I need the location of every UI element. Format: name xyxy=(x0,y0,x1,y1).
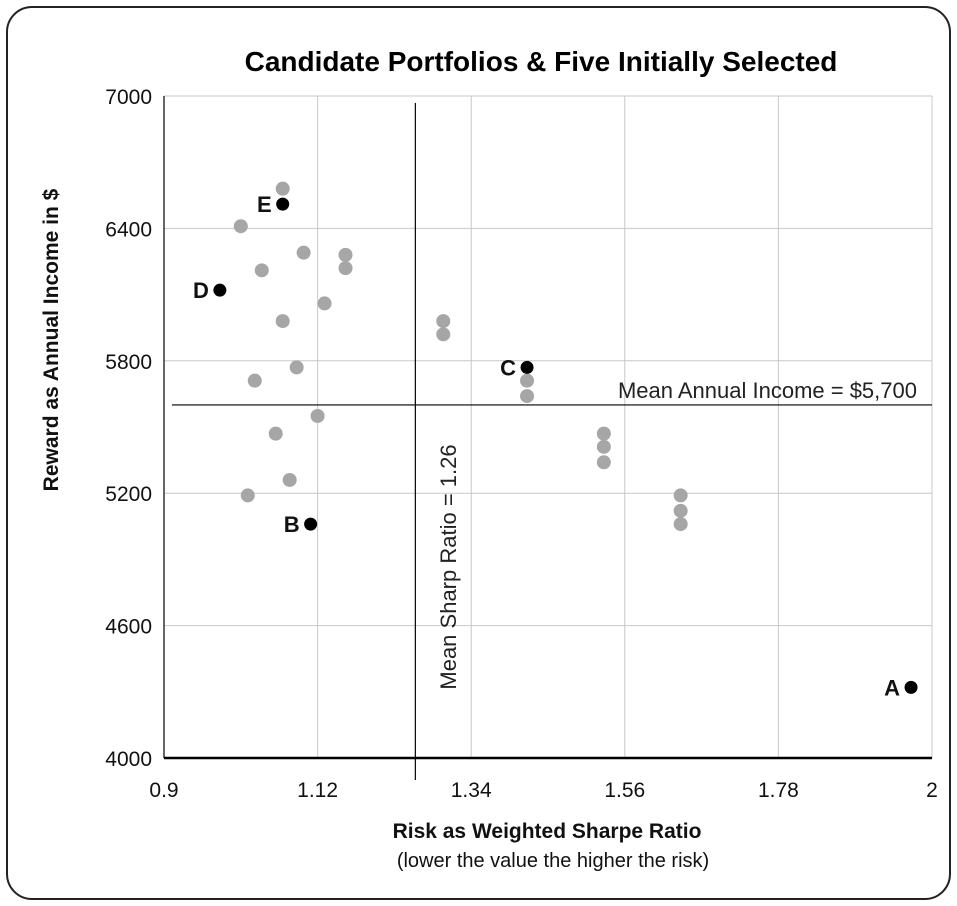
x-axis-subtitle: (lower the value the higher the risk) xyxy=(397,850,709,872)
candidate-point xyxy=(338,261,353,276)
portfolio-label-d: D xyxy=(193,278,209,303)
candidate-point xyxy=(338,247,353,262)
axes xyxy=(163,96,932,760)
candidate-point xyxy=(673,488,688,503)
candidate-point xyxy=(240,488,255,503)
candidate-point xyxy=(436,327,451,342)
candidate-point xyxy=(436,314,451,329)
candidate-point xyxy=(596,455,611,470)
portfolio-point-e xyxy=(276,197,290,211)
mean-income-label: Mean Annual Income = $5,700 xyxy=(618,378,917,403)
x-tick-label: 1.12 xyxy=(297,779,338,802)
candidate-point xyxy=(296,245,311,260)
portfolio-label-e: E xyxy=(257,192,272,217)
candidate-point xyxy=(317,296,332,311)
candidate-point xyxy=(673,517,688,532)
y-axis-title: Reward as Annual Income in $ xyxy=(40,188,63,491)
x-tick-label: 0.9 xyxy=(149,779,178,802)
y-tick-label: 4000 xyxy=(105,748,152,771)
portfolio-label-c: C xyxy=(500,355,516,380)
portfolio-label-a: A xyxy=(884,675,900,700)
portfolio-point-b xyxy=(304,517,318,531)
candidate-point xyxy=(247,373,262,388)
data-points: E D C B A xyxy=(193,181,918,700)
y-tick-label: 6400 xyxy=(105,218,152,241)
candidate-point xyxy=(233,219,248,234)
candidate-point xyxy=(520,389,535,404)
candidate-point xyxy=(596,426,611,441)
y-tick-label: 5200 xyxy=(105,483,152,506)
reference-lines: Mean Sharp Ratio = 1.26 Mean Annual Incom… xyxy=(172,103,932,780)
candidate-point xyxy=(275,181,290,196)
portfolio-point-c xyxy=(520,360,534,374)
y-tick-label: 5800 xyxy=(105,351,152,374)
x-tick-label: 1.78 xyxy=(758,779,799,802)
candidate-point xyxy=(254,263,269,278)
candidate-point xyxy=(275,314,290,329)
candidate-point xyxy=(596,439,611,454)
x-tick-label: 2 xyxy=(926,779,938,802)
mean-sharpe-label: Mean Sharp Ratio = 1.26 xyxy=(436,444,461,689)
portfolio-point-d xyxy=(213,283,227,297)
portfolio-point-a xyxy=(904,680,918,694)
candidate-point xyxy=(282,472,297,487)
chart-title: Candidate Portfolios & Five Initially Se… xyxy=(245,46,838,77)
gridlines xyxy=(164,95,933,758)
x-tick-label: 1.34 xyxy=(451,779,492,802)
x-tick-label: 1.56 xyxy=(604,779,645,802)
candidate-point xyxy=(520,373,535,388)
x-axis-title: Risk as Weighted Sharpe Ratio xyxy=(393,820,702,843)
candidate-point xyxy=(673,503,688,518)
tick-labels: 0.9 1.12 1.34 1.56 1.78 2 7000 6400 5800 5200 4600… xyxy=(105,86,938,802)
candidate-point xyxy=(268,426,283,441)
portfolio-label-b: B xyxy=(284,512,300,537)
candidate-point xyxy=(310,408,325,423)
candidate-point xyxy=(289,360,304,375)
y-tick-label: 4600 xyxy=(105,616,152,639)
y-tick-label: 7000 xyxy=(105,86,152,109)
